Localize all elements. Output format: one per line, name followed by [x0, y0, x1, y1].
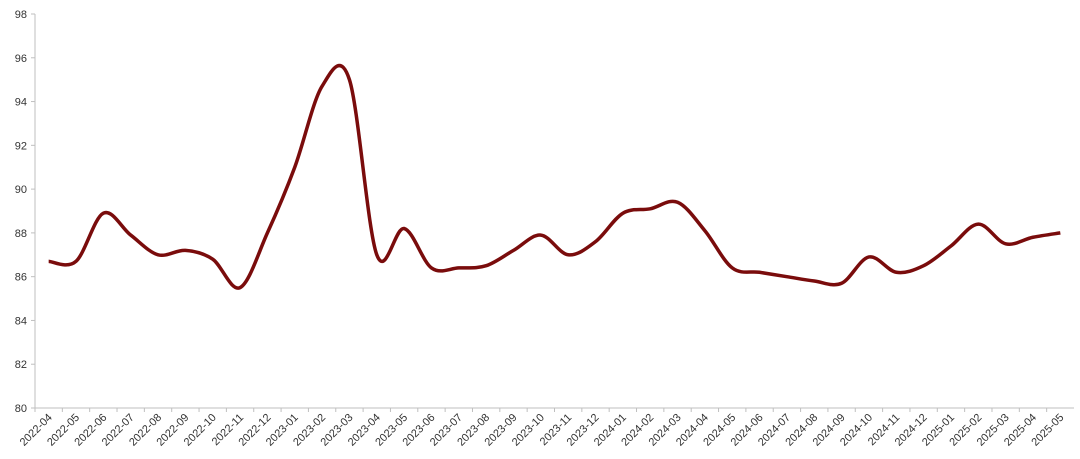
y-tick-label: 86	[15, 272, 27, 284]
y-tick-label: 92	[15, 140, 27, 152]
y-tick-label: 84	[15, 315, 27, 327]
y-tick-label: 90	[15, 184, 27, 196]
y-tick-label: 96	[15, 53, 27, 65]
y-tick-label: 82	[15, 359, 27, 371]
y-tick-label: 88	[15, 228, 27, 240]
line	[48, 63, 1061, 290]
y-tick-label: 80	[15, 403, 27, 415]
y-tick-label: 94	[15, 97, 27, 109]
y-tick-label: 98	[15, 9, 27, 21]
